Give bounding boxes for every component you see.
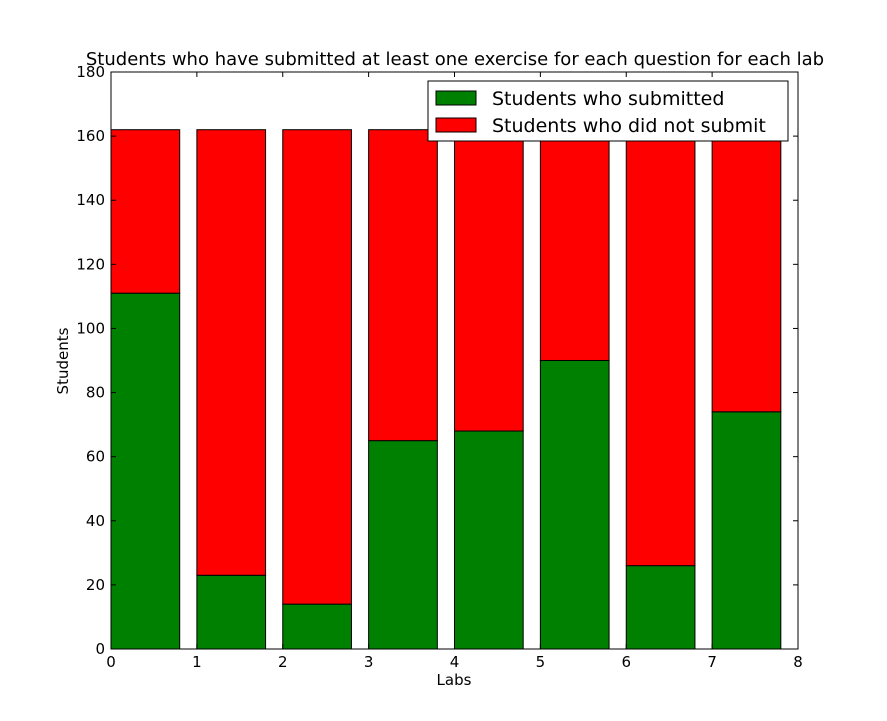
y-tick-label: 80 <box>86 384 105 402</box>
bar-series-0-lab-3 <box>368 440 438 650</box>
x-tick-label: 2 <box>278 653 288 671</box>
y-tick-label: 100 <box>76 319 105 337</box>
bar-series-1-lab-4 <box>454 129 524 432</box>
y-tick-label: 20 <box>86 576 105 594</box>
x-axis: 0 1 2 3 4 5 6 7 8 <box>106 72 803 671</box>
legend-label-series-1: Students who did not submit <box>492 115 766 137</box>
bar-series-0-lab-7 <box>711 411 782 650</box>
y-tick-label: 60 <box>86 448 105 466</box>
bar-series-0-lab-4 <box>454 430 524 650</box>
chart-title: Students who have submitted at least one… <box>86 49 824 70</box>
legend-label-series-0: Students who submitted <box>492 88 724 110</box>
y-axis: 0 20 40 60 80 100 120 140 160 180 <box>76 63 798 658</box>
x-tick-label: 0 <box>106 653 116 671</box>
x-axis-label: Labs <box>437 671 472 689</box>
bars-group <box>110 129 782 650</box>
bar-series-1-lab-7 <box>711 129 782 413</box>
x-tick-label: 3 <box>364 653 374 671</box>
x-tick-label: 1 <box>192 653 202 671</box>
y-tick-label: 160 <box>76 127 105 145</box>
legend: Students who submitted Students who did n… <box>427 80 789 142</box>
x-tick-label: 6 <box>621 653 631 671</box>
y-axis-label: Students <box>54 327 72 394</box>
bar-series-1-lab-5 <box>539 129 610 361</box>
bar-series-1-lab-3 <box>368 129 438 442</box>
x-tick-label: 4 <box>450 653 460 671</box>
y-tick-label: 120 <box>76 255 105 273</box>
bar-series-0-lab-5 <box>539 360 610 650</box>
y-tick-label: 0 <box>95 640 105 658</box>
legend-swatch-series-0 <box>435 90 477 106</box>
y-tick-label: 140 <box>76 191 105 209</box>
bar-series-1-lab-1 <box>196 129 267 576</box>
bar-series-0-lab-6 <box>625 565 696 650</box>
x-tick-label: 7 <box>707 653 717 671</box>
y-tick-label: 40 <box>86 512 105 530</box>
legend-box <box>427 80 789 142</box>
x-tick-label: 8 <box>793 653 803 671</box>
legend-swatch-series-1 <box>435 117 477 133</box>
bar-series-0-lab-2 <box>282 603 352 650</box>
bar-series-0-lab-1 <box>196 574 267 650</box>
x-tick-label: 5 <box>536 653 546 671</box>
bar-series-1-lab-0 <box>110 129 181 294</box>
bar-series-1-lab-6 <box>625 129 696 567</box>
y-tick-label: 180 <box>76 63 105 81</box>
bar-series-1-lab-2 <box>282 129 352 605</box>
bar-series-0-lab-0 <box>110 292 181 650</box>
